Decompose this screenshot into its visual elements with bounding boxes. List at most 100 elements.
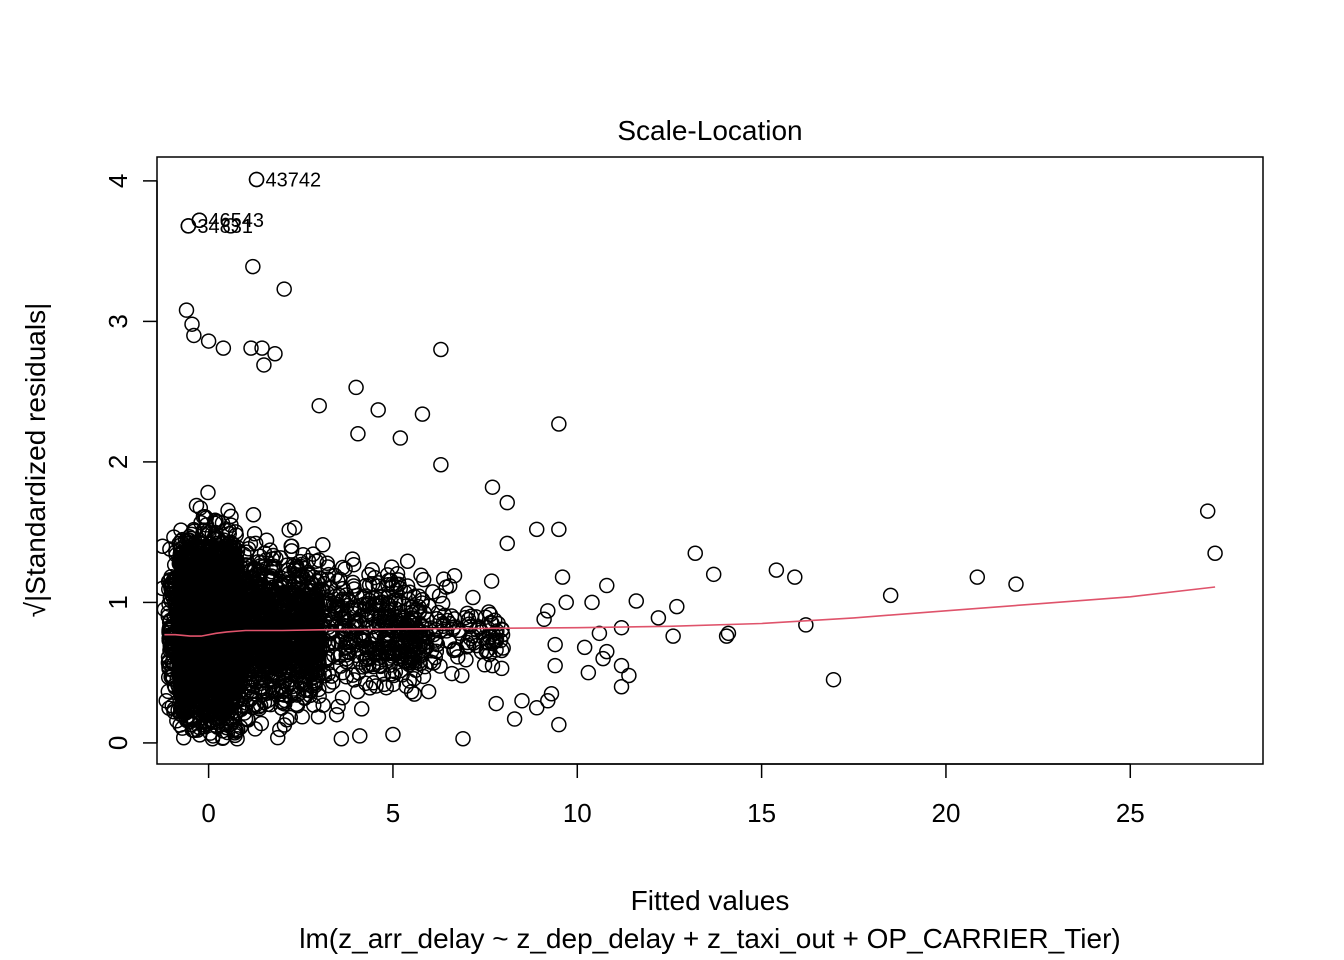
data-point <box>192 500 209 516</box>
x-axis: 0 5 10 15 20 25 <box>201 763 1145 828</box>
data-point <box>399 553 416 569</box>
data-point <box>460 611 477 628</box>
data-point <box>392 643 409 660</box>
data-point <box>254 669 270 685</box>
data-point <box>432 658 448 674</box>
data-point <box>391 576 407 593</box>
data-point <box>167 679 184 696</box>
data-point <box>384 645 401 662</box>
data-point <box>414 591 431 608</box>
data-point <box>357 675 374 692</box>
data-point <box>478 643 495 660</box>
data-point <box>229 731 245 747</box>
data-point <box>246 525 263 542</box>
data-point <box>450 622 467 639</box>
data-point <box>195 509 212 525</box>
data-point <box>365 658 382 675</box>
y-tick-label: 3 <box>103 314 133 328</box>
data-point <box>483 573 500 589</box>
data-point <box>271 626 288 642</box>
data-point <box>413 567 429 584</box>
data-point <box>286 612 302 628</box>
data-point <box>174 549 190 565</box>
data-point <box>387 595 404 612</box>
data-point <box>462 630 479 647</box>
data-point <box>281 565 297 582</box>
data-point <box>385 676 402 693</box>
data-point <box>175 730 192 746</box>
data-point <box>465 589 481 606</box>
data-point <box>417 658 433 675</box>
data-point <box>326 598 343 614</box>
data-point <box>319 555 335 571</box>
data-point <box>316 664 332 681</box>
data-point <box>373 589 389 605</box>
data-point <box>198 517 215 533</box>
data-point <box>376 676 392 693</box>
data-point <box>221 522 237 538</box>
data-point <box>429 610 445 627</box>
y-tick-label: 0 <box>103 736 133 750</box>
data-point <box>265 601 282 617</box>
data-point <box>300 648 316 664</box>
data-point <box>173 522 189 538</box>
data-point <box>227 524 244 540</box>
data-point <box>252 576 269 593</box>
data-point <box>396 634 413 650</box>
data-point <box>371 608 387 625</box>
data-point <box>463 608 480 625</box>
data-point <box>450 649 466 665</box>
data-point <box>356 632 372 648</box>
data-point <box>300 552 317 569</box>
data-point <box>315 537 331 553</box>
data-point <box>428 634 444 650</box>
data-point <box>406 588 422 605</box>
data-point <box>345 667 361 683</box>
data-point <box>349 683 366 700</box>
data-point <box>188 497 205 514</box>
data-point <box>385 667 402 684</box>
data-point <box>403 599 419 616</box>
data-point <box>283 543 300 559</box>
data-point <box>262 542 278 558</box>
data-point <box>415 571 432 588</box>
x-tick-label: 15 <box>747 798 776 828</box>
data-point <box>398 626 414 643</box>
chart-title: Scale-Location <box>617 115 802 146</box>
data-point <box>244 576 260 592</box>
data-point <box>323 668 340 684</box>
data-point <box>407 625 423 642</box>
data-point <box>482 606 499 623</box>
data-point <box>294 590 311 606</box>
data-point <box>446 567 463 584</box>
data-point <box>420 683 437 700</box>
data-point <box>244 690 260 706</box>
data-point <box>319 585 335 601</box>
data-point <box>346 556 362 573</box>
data-point <box>276 696 293 712</box>
data-point <box>296 682 313 699</box>
data-point <box>247 598 264 615</box>
data-point <box>292 568 309 585</box>
data-point <box>344 551 361 567</box>
data-point <box>361 567 377 583</box>
data-point <box>454 667 470 684</box>
data-point <box>395 596 412 612</box>
data-point <box>355 589 371 606</box>
data-point <box>202 725 218 741</box>
data-point <box>269 729 286 746</box>
data-point <box>346 578 362 594</box>
data-point <box>403 683 420 700</box>
data-point <box>243 580 260 597</box>
x-tick-label: 5 <box>386 798 400 828</box>
data-point <box>435 571 452 587</box>
data-point <box>226 563 243 579</box>
data-points <box>157 171 1223 747</box>
data-point <box>390 592 407 608</box>
data-point <box>384 666 400 682</box>
data-point <box>262 618 278 634</box>
data-point <box>278 557 295 573</box>
data-point <box>339 643 356 660</box>
data-point <box>328 706 345 723</box>
